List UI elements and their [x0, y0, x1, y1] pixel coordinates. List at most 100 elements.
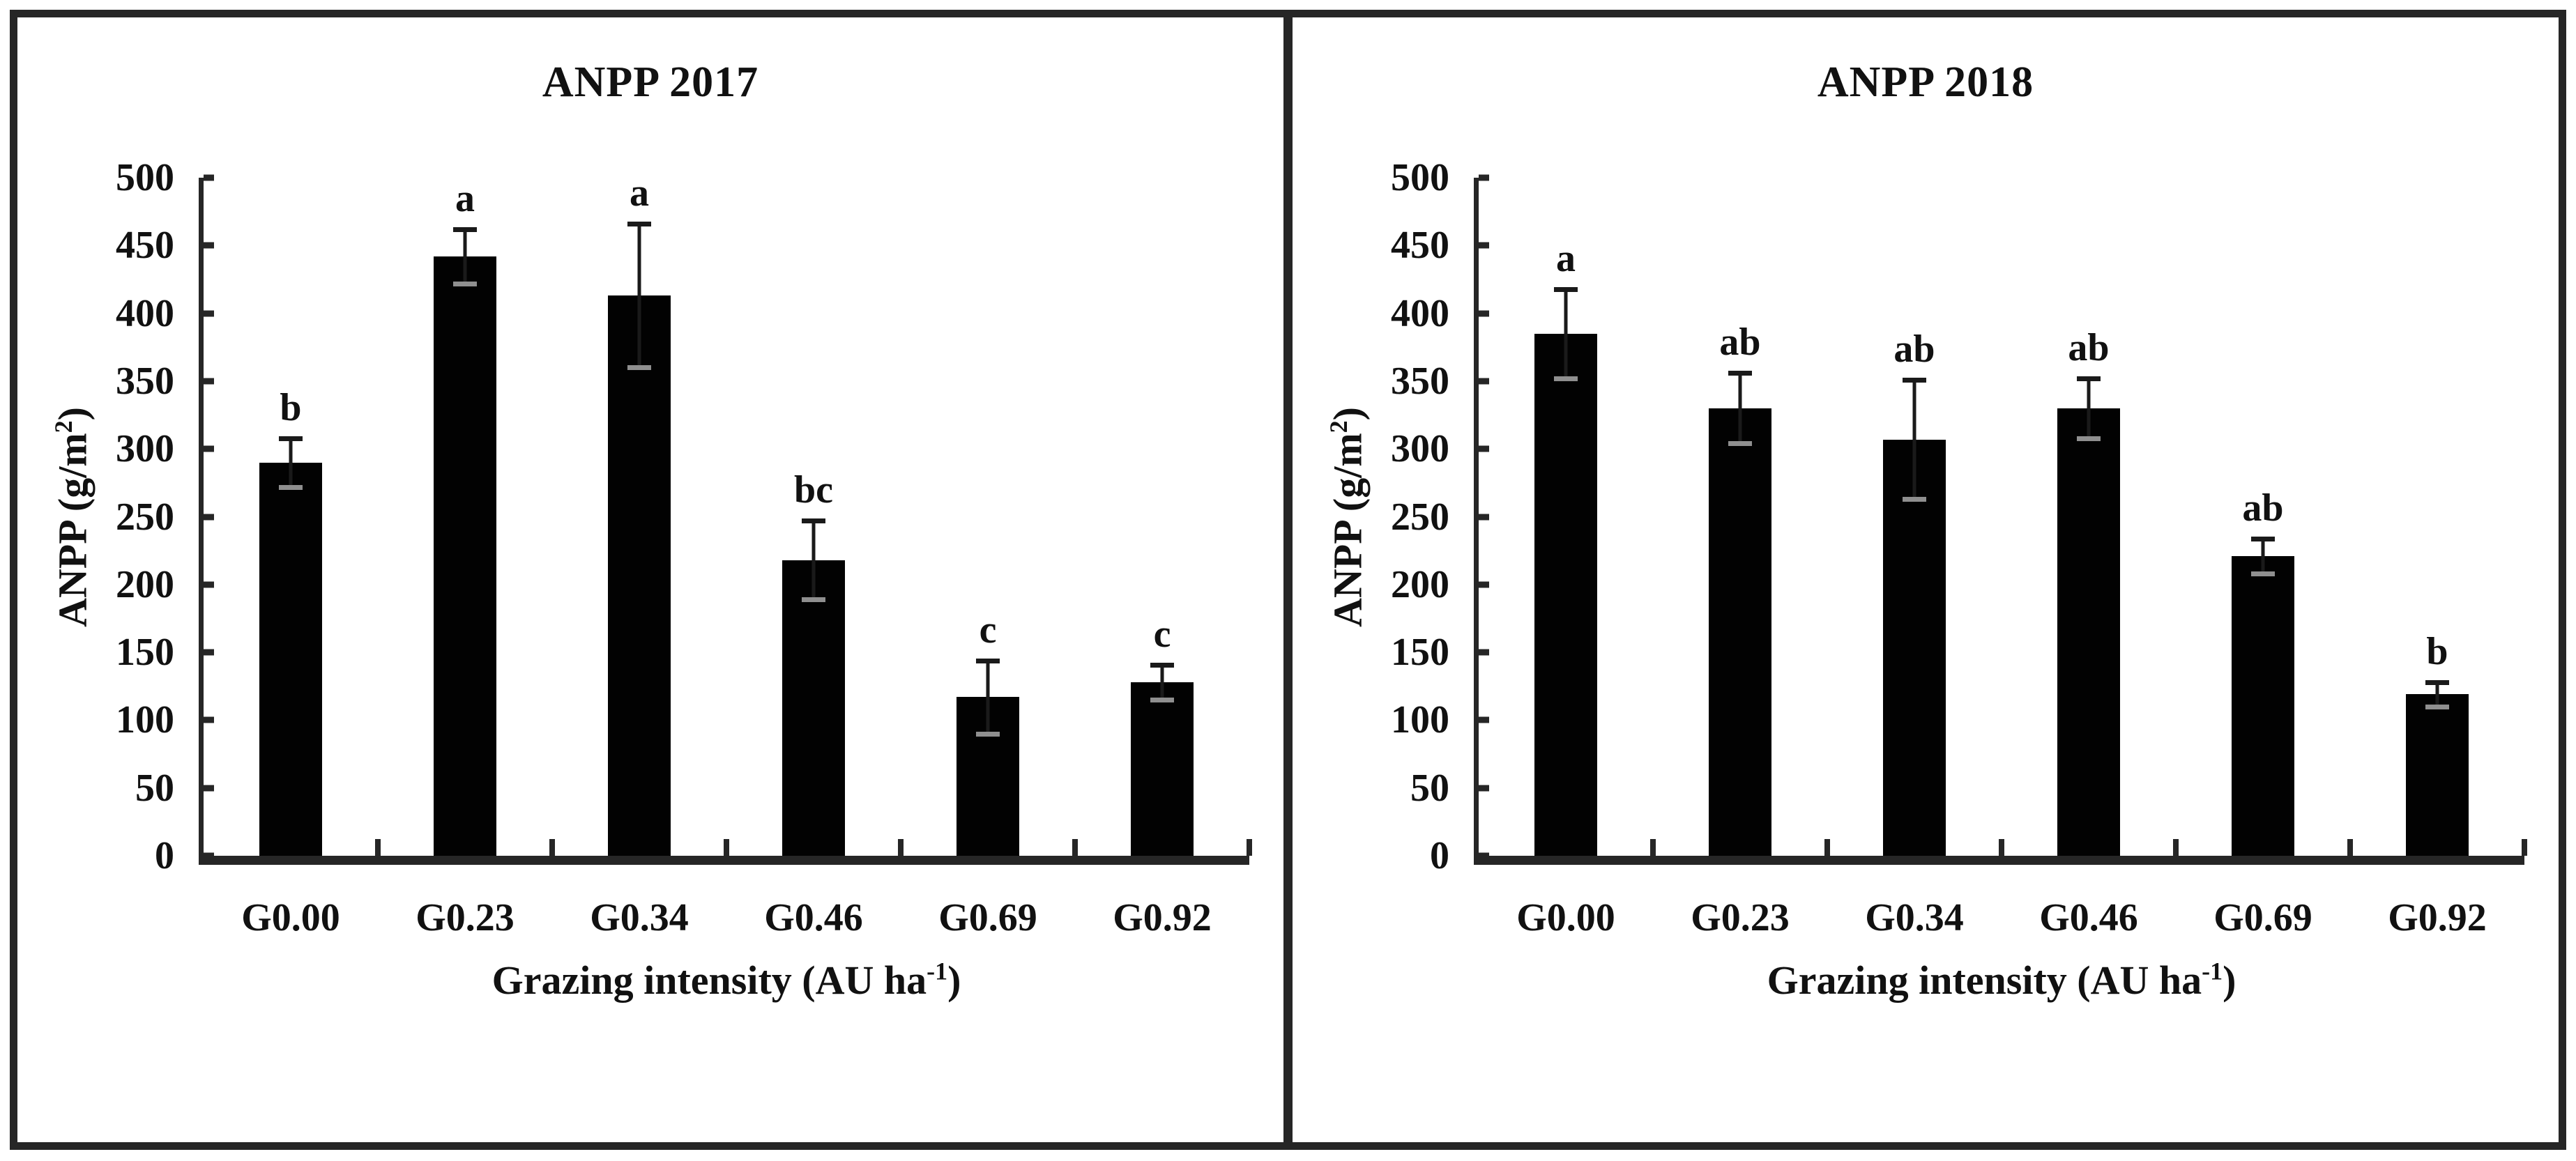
y-tick-label: 500: [1391, 156, 1449, 199]
x-tick-label: G0.23: [416, 896, 515, 939]
y-tick-label: 200: [1391, 562, 1449, 606]
y-tick-label: 350: [116, 359, 174, 403]
y-tick: [1479, 174, 1489, 181]
chart-title: ANPP 2017: [542, 59, 759, 106]
x-tick-label: G0.46: [2039, 896, 2138, 939]
x-tick-label: G0.00: [1516, 896, 1615, 939]
x-tick-label: G0.69: [938, 896, 1037, 939]
y-tick-label: 0: [155, 834, 174, 877]
plot-area: ANPP (g/m2) Grazing intensity (AU ha-1) …: [49, 156, 1252, 1003]
y-tick-label: 300: [116, 427, 174, 471]
y-tick-label: 100: [116, 698, 174, 742]
x-axis-title-text: Grazing intensity (AU ha: [491, 958, 927, 1003]
error-bar-bottom-cap: [1554, 376, 1578, 382]
x-tick-label: G0.46: [764, 896, 863, 939]
bar: [2406, 694, 2469, 856]
x-axis-title: Grazing intensity (AU ha-1): [204, 957, 1249, 1004]
x-tick: [1650, 839, 1656, 856]
y-tick-label: 150: [1391, 631, 1449, 675]
significance-letter: b: [280, 385, 302, 429]
y-tick-label: 300: [1391, 427, 1449, 471]
error-bar: [1738, 373, 1742, 444]
error-bar-bottom-cap: [802, 597, 825, 603]
error-bar: [637, 224, 641, 368]
significance-letter: ab: [1893, 327, 1935, 371]
error-bar-bottom-cap: [1728, 441, 1752, 447]
error-bar-top-cap: [2251, 536, 2275, 541]
error-bar-top-cap: [1554, 286, 1578, 292]
y-tick: [204, 445, 214, 452]
y-tick: [204, 852, 214, 859]
error-bar: [986, 660, 990, 734]
y-tick-label: 50: [135, 766, 174, 810]
y-tick: [1479, 242, 1489, 249]
error-bar: [1912, 379, 1916, 500]
bar: [2232, 555, 2294, 856]
y-tick: [1479, 445, 1489, 452]
y-tick: [1479, 785, 1489, 792]
y-tick-label: 400: [1391, 291, 1449, 335]
x-tick-label: G0.69: [2213, 896, 2312, 939]
error-bar-top-cap: [2425, 679, 2449, 685]
y-tick-label: 450: [1391, 224, 1449, 268]
y-tick: [1479, 310, 1489, 317]
y-axis-title-close-paren: ): [1325, 406, 1371, 420]
x-tick: [724, 839, 729, 856]
y-tick-label: 200: [116, 562, 174, 606]
x-tick: [375, 839, 381, 856]
y-tick-label: 500: [116, 156, 174, 199]
x-tick: [2347, 839, 2353, 856]
bar: [259, 462, 322, 856]
x-tick-label: G0.00: [241, 896, 340, 939]
y-tick-label: 150: [116, 631, 174, 675]
x-tick: [898, 839, 904, 856]
error-bar: [289, 438, 293, 487]
x-tick: [2522, 839, 2527, 856]
panel-anpp-2017: ANPP 2017 ANPP (g/m2) Grazing intensity …: [17, 17, 1283, 1142]
significance-letter: a: [1556, 236, 1576, 280]
error-bar-bottom-cap: [627, 365, 651, 371]
x-tick-label: G0.34: [590, 896, 689, 939]
error-bar-bottom-cap: [976, 731, 1000, 737]
y-tick-label: 350: [1391, 359, 1449, 403]
error-bar-bottom-cap: [1903, 497, 1926, 502]
plot-area: ANPP (g/m2) Grazing intensity (AU ha-1) …: [1325, 156, 2527, 1003]
y-tick-label: 50: [1410, 766, 1449, 810]
y-tick-label: 450: [116, 224, 174, 268]
x-tick: [1824, 839, 1830, 856]
x-tick-label: G0.23: [1691, 896, 1790, 939]
x-tick-label: G0.92: [2388, 896, 2487, 939]
error-bar: [1160, 664, 1164, 700]
error-bar-top-cap: [976, 658, 1000, 663]
chart-title: ANPP 2018: [1817, 59, 2034, 106]
error-bar-bottom-cap: [1150, 698, 1174, 703]
significance-letter: c: [1153, 612, 1171, 656]
y-tick-label: 400: [116, 291, 174, 335]
y-tick: [204, 785, 214, 792]
x-tick: [1072, 839, 1078, 856]
y-tick-label: 250: [116, 495, 174, 539]
error-bar-top-cap: [1150, 662, 1174, 668]
bar: [608, 295, 671, 856]
y-tick: [1479, 716, 1489, 723]
error-bar-top-cap: [453, 226, 477, 232]
significance-letter: a: [455, 176, 475, 220]
y-axis-title-close-paren: ): [49, 406, 96, 420]
error-bar: [811, 521, 816, 600]
x-axis-title-close-paren: ): [947, 958, 961, 1003]
y-tick: [204, 174, 214, 181]
error-bar-bottom-cap: [279, 484, 303, 490]
error-bar: [463, 229, 467, 284]
y-tick: [204, 514, 214, 520]
y-tick-label: 250: [1391, 495, 1449, 539]
error-bar-bottom-cap: [2425, 704, 2449, 709]
y-tick: [1479, 581, 1489, 588]
error-bar-bottom-cap: [453, 281, 477, 286]
significance-letter: a: [630, 171, 649, 215]
y-tick: [204, 581, 214, 588]
significance-letter: bc: [794, 468, 833, 512]
error-bar-top-cap: [1903, 377, 1926, 383]
error-bar-bottom-cap: [2077, 436, 2101, 441]
error-bar-top-cap: [802, 518, 825, 524]
